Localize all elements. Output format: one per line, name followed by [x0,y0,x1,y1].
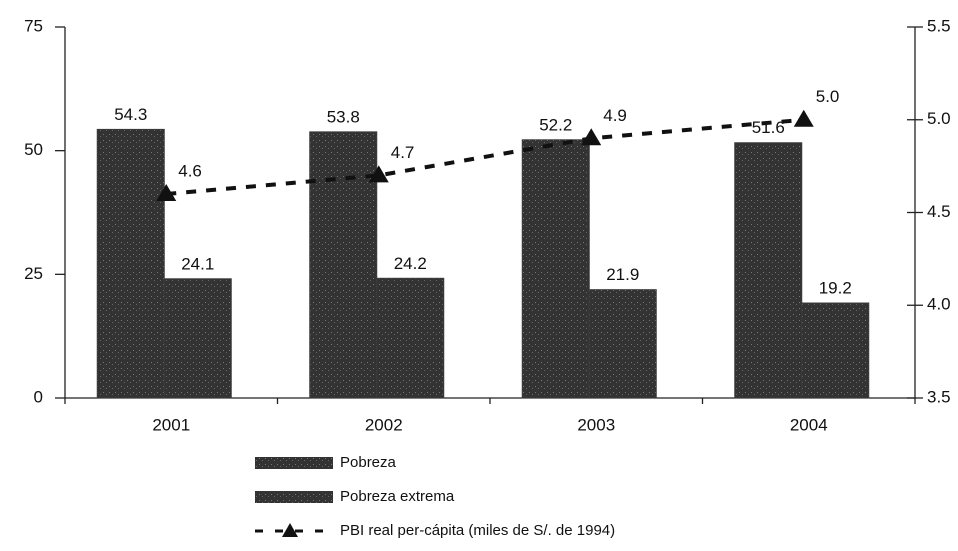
bar [801,302,870,399]
bar [588,289,657,399]
bar [521,139,590,399]
y-tick-label: 25 [24,264,43,283]
y2-tick-label: 4.5 [927,202,951,221]
y2-tick-label: 5.5 [927,16,951,35]
legend-label: Pobreza extrema [340,488,455,505]
line-value-label: 4.9 [603,106,627,125]
y-tick-label: 50 [24,140,43,159]
y2-tick-label: 3.5 [927,387,951,406]
x-tick-label: 2003 [577,415,615,434]
bar-value-label: 19.2 [819,279,852,298]
bar [734,142,803,399]
line-marker [793,109,814,127]
bar [309,131,378,399]
line [166,117,804,196]
line-marker [156,183,177,201]
y2-tick-label: 5.0 [927,109,951,128]
legend-marker [282,523,298,537]
bar-value-label: 21.9 [606,265,639,284]
bar [96,128,165,399]
bar-value-label: 52.2 [539,115,572,134]
line-value-label: 5.0 [816,87,840,106]
line-value-label: 4.6 [178,161,202,180]
bar-value-label: 24.2 [394,254,427,273]
line-marker [581,128,602,146]
bar [163,278,232,399]
x-tick-label: 2004 [790,415,828,434]
bar-value-label: 51.6 [752,118,785,137]
legend-swatch [255,457,333,469]
bar-value-label: 24.1 [181,254,214,273]
bar-value-label: 54.3 [114,105,147,124]
line-marker [368,165,389,183]
y2-tick-label: 4.0 [927,295,951,314]
bar [376,277,445,399]
legend-swatch [255,491,333,503]
x-tick-label: 2002 [365,415,403,434]
x-tick-label: 2001 [152,415,190,434]
bar-value-label: 53.8 [327,107,360,126]
legend-label: PBI real per-cápita (miles de S/. de 199… [340,522,615,539]
y-tick-label: 0 [34,387,43,406]
y-tick-label: 75 [24,16,43,35]
line-value-label: 4.7 [391,143,415,162]
legend-label: Pobreza [340,454,397,471]
